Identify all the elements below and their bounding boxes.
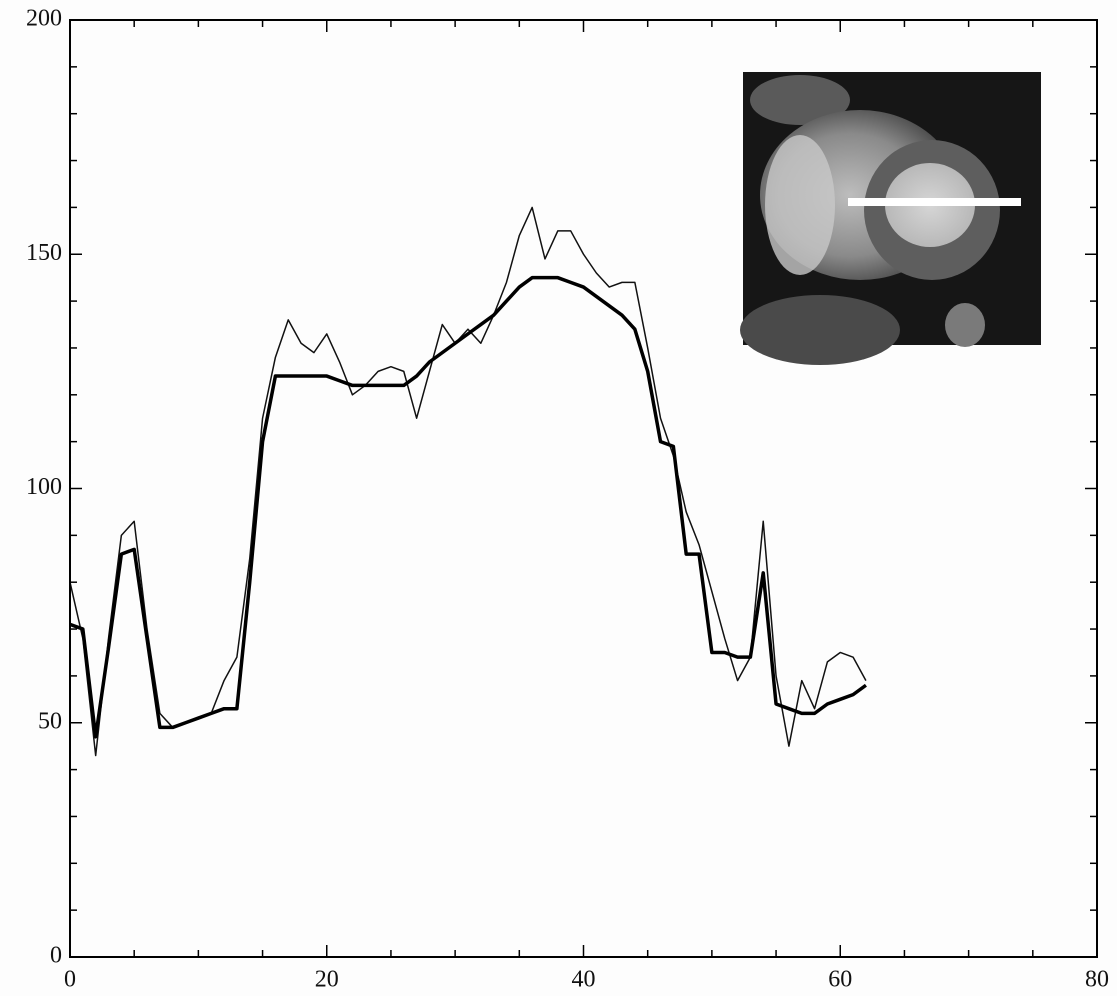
plot (69, 206, 867, 757)
x-tick-label: 20 (315, 967, 339, 993)
y-tick-label: 150 (26, 240, 62, 266)
plot-frame (69, 19, 1098, 958)
x-tick-label: 40 (572, 967, 596, 993)
x-tick-label: 80 (1085, 967, 1109, 993)
y-tick-label: 0 (50, 943, 62, 969)
x-tick-label: 60 (828, 967, 852, 993)
axes: 0 20 40 60 80 0 50 100 150 200 (26, 6, 1109, 993)
y-tick-label: 200 (26, 6, 62, 32)
series-line (69, 275, 867, 739)
y-tick-label: 50 (38, 708, 62, 734)
y-tick-label: 100 (26, 474, 62, 500)
x-tick-label: 0 (64, 967, 76, 993)
inset-image (740, 72, 1041, 365)
